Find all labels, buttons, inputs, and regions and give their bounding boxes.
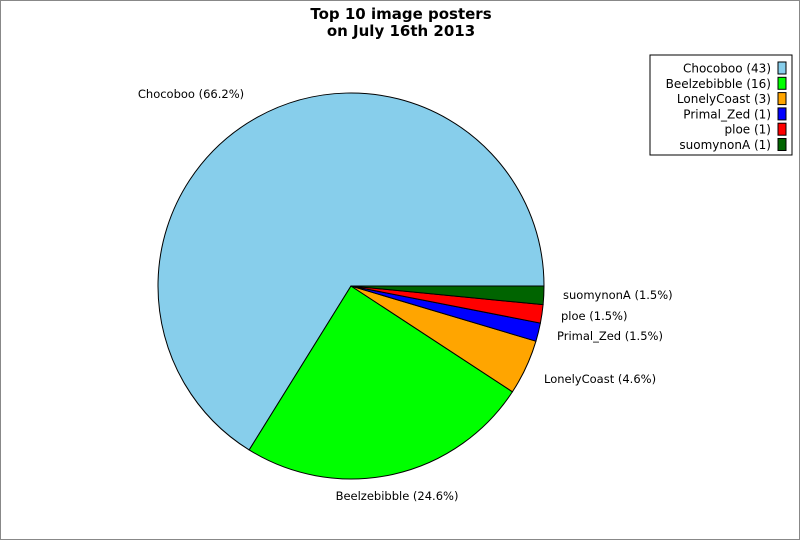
legend-swatch-beelzebibble [777, 76, 787, 90]
legend-label-ploe: ploe (1) [725, 123, 772, 137]
legend-label-suomynona: suomynonA (1) [679, 138, 771, 152]
chart-title-line-2: on July 16th 2013 [327, 22, 475, 40]
legend: Chocoboo (43)Beelzebibble (16)LonelyCoas… [649, 54, 793, 156]
legend-swatch-chocoboo [777, 61, 787, 75]
legend-swatch-primal-zed [777, 107, 787, 121]
pie-slice-chocoboo [157, 92, 545, 451]
pie-slice-beelzebibble [248, 285, 514, 480]
legend-box [649, 54, 793, 156]
chart-title-line-1: Top 10 image posters [310, 5, 491, 23]
slice-label-beelzebibble: Beelzebibble (24.6%) [336, 489, 459, 503]
pie-slice-labels: Chocoboo (66.2%) Beelzebibble (24.6%) Lone… [138, 87, 673, 503]
slice-label-suomynona: suomynonA (1.5%) [563, 288, 673, 302]
pie-slice-suomynona [350, 285, 545, 306]
legend-swatch-suomynona [777, 138, 787, 151]
legend-label-lonelycoast: LonelyCoast (3) [677, 92, 771, 106]
legend-label-primal-zed: Primal_Zed (1) [683, 107, 771, 121]
slice-label-ploe: ploe (1.5%) [561, 309, 627, 323]
legend-swatch-ploe [777, 122, 787, 136]
legend-swatch-lonelycoast [777, 92, 787, 106]
legend-label-chocoboo: Chocoboo (43) [683, 62, 771, 76]
slice-label-lonelycoast: LonelyCoast (4.6%) [544, 372, 656, 386]
slice-label-primal-zed: Primal_Zed (1.5%) [557, 329, 663, 343]
pie-slices [157, 92, 545, 480]
slice-label-chocoboo: Chocoboo (66.2%) [138, 87, 244, 101]
legend-label-beelzebibble: Beelzebibble (16) [666, 77, 771, 91]
